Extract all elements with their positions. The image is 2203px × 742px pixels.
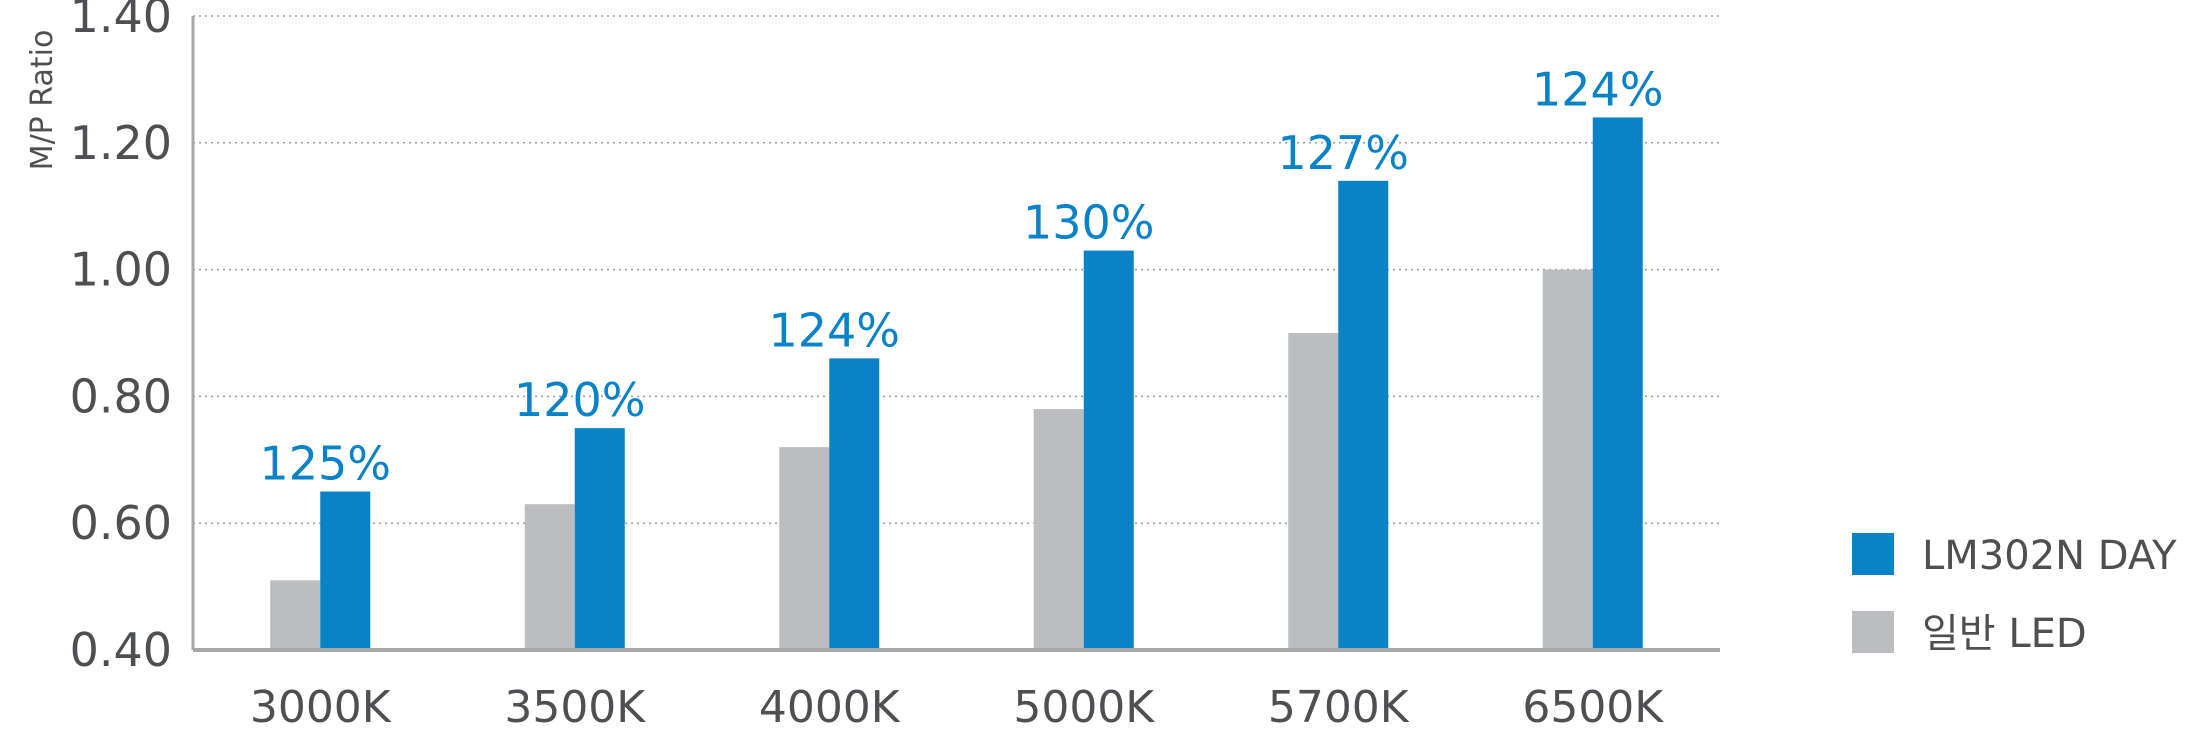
bar-general-led xyxy=(779,447,830,650)
legend: LM302N DAY 일반 LED xyxy=(1852,533,2177,657)
bar-general-led xyxy=(1033,409,1084,650)
y-tick-label: 1.20 xyxy=(70,116,172,170)
bar-general-led xyxy=(1542,269,1593,650)
y-tick-label: 0.40 xyxy=(70,623,172,677)
x-tick-label: 3000K xyxy=(250,682,392,733)
bar-lm302n-day xyxy=(1338,180,1389,650)
bar-lm302n-day xyxy=(829,358,880,650)
axes: 1.40 1.20 1.00 0.80 0.60 0.40 3000K 3500K 4000K 5… xyxy=(70,0,1720,733)
x-tick-label: 3500K xyxy=(504,682,646,733)
bar-general-led xyxy=(524,504,575,650)
x-tick-label: 4000K xyxy=(759,682,901,733)
legend-swatch xyxy=(1852,533,1894,575)
y-tick-label: 0.80 xyxy=(70,369,172,423)
legend-label: LM302N DAY xyxy=(1922,533,2177,579)
bars xyxy=(270,117,1643,650)
y-tick-label: 1.00 xyxy=(70,243,172,297)
legend-label: 일반 LED xyxy=(1922,611,2087,657)
data-label: 125% xyxy=(259,437,391,491)
bar-general-led xyxy=(270,580,321,650)
data-label: 130% xyxy=(1023,196,1155,250)
bar-lm302n-day xyxy=(1083,250,1134,650)
x-tick-label: 5000K xyxy=(1013,682,1155,733)
y-axis-label: M/P Ratio xyxy=(25,30,60,171)
data-label: 124% xyxy=(768,303,900,357)
y-tick-label: 0.60 xyxy=(70,496,172,550)
data-label: 127% xyxy=(1277,126,1409,180)
bar-lm302n-day xyxy=(1592,117,1643,650)
legend-swatch xyxy=(1852,611,1894,653)
x-tick-label: 5700K xyxy=(1268,682,1410,733)
data-label: 124% xyxy=(1532,62,1664,116)
y-tick-label: 1.40 xyxy=(70,0,172,43)
x-tick-label: 6500K xyxy=(1522,682,1664,733)
bar-lm302n-day xyxy=(320,491,371,650)
gridlines xyxy=(193,15,1720,524)
bar-general-led xyxy=(1288,333,1339,650)
data-labels: 125% 120% 124% 130% 127% 124% xyxy=(259,62,1663,490)
data-label: 120% xyxy=(514,373,646,427)
bar-lm302n-day xyxy=(574,428,625,650)
